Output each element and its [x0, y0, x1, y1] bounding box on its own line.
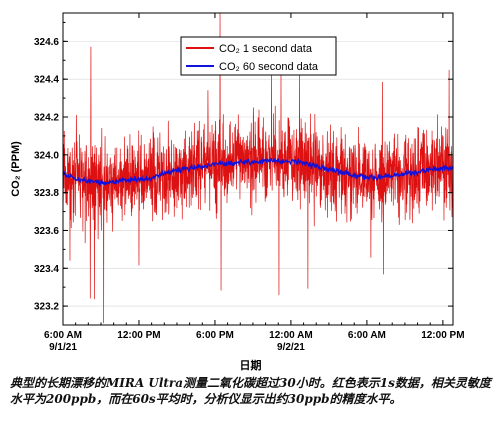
y-tick-label: 324.2 — [34, 113, 59, 124]
y-tick-label: 324.4 — [34, 75, 59, 86]
x-tick-date: 9/1/21 — [49, 342, 77, 353]
x-tick-date: 9/2/21 — [277, 342, 305, 353]
y-tick-label: 323.6 — [34, 226, 59, 237]
x-tick-label: 12:00 PM — [117, 330, 160, 341]
x-tick-label: 12:00 PM — [421, 330, 464, 341]
legend-label-60s: CO₂ 60 second data — [219, 61, 319, 73]
y-tick-label: 323.2 — [34, 302, 59, 313]
plot-frame — [62, 12, 454, 326]
y-axis-title: CO₂ (PPM) — [10, 141, 22, 197]
x-tick-label: 6:00 AM — [348, 330, 386, 341]
x-tick-label: 6:00 AM — [44, 330, 82, 341]
legend: CO₂ 1 second data CO₂ 60 second data — [180, 36, 337, 76]
series-60s-data — [62, 157, 454, 187]
co2-drift-chart: 323.2 323.4 323.6 323.8 324.0 324.2 324.4 324.6… — [10, 12, 465, 353]
x-tick-label: 6:00 PM — [196, 330, 234, 341]
x-tick-label: 12:00 AM — [269, 330, 313, 341]
x-axis-name: 日期 — [239, 359, 262, 372]
series-60s-line — [62, 157, 454, 187]
y-tick-label: 323.8 — [34, 188, 59, 199]
series-1s-data — [62, 12, 454, 324]
legend-label-1s: CO₂ 1 second data — [219, 43, 313, 55]
legend-box — [180, 36, 337, 76]
y-tick-label: 324.0 — [34, 150, 59, 161]
y-tick-label: 323.4 — [34, 264, 59, 275]
figure-caption: 典型的长期漂移的MIRA Ultra测量二氧化碳超过30小时。红色表示1s数据，… — [10, 376, 491, 406]
y-tick-label: 324.6 — [34, 37, 59, 48]
series-1s-line — [62, 12, 454, 324]
y-axis: 323.2 323.4 323.6 323.8 324.0 324.2 324.4 324.6 — [34, 21, 453, 326]
